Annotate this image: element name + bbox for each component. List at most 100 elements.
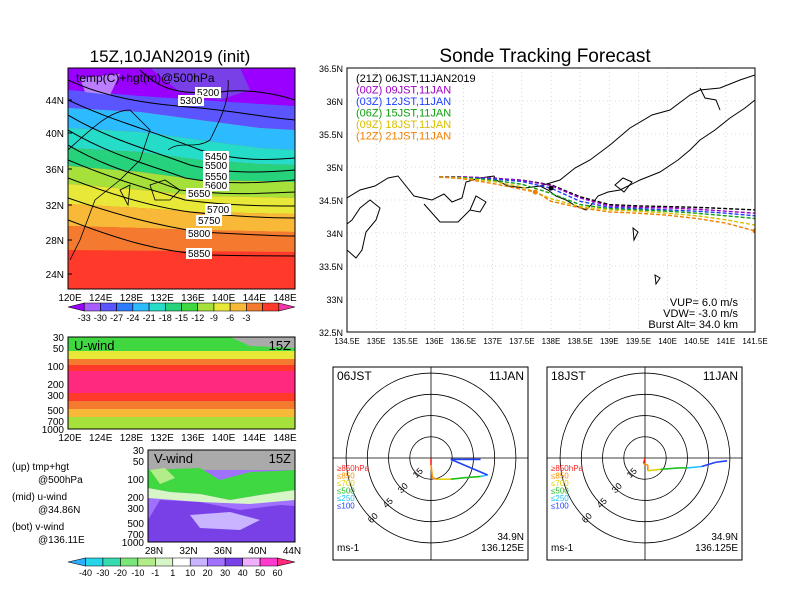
hodograph-level-key: ≥850hPa xyxy=(551,464,584,473)
map-x-tick-label: 148E xyxy=(273,293,297,304)
vwind-y-tick-label: 50 xyxy=(133,457,145,468)
track-x-tick-label: 139.5E xyxy=(626,337,651,346)
track-x-tick-label: 138E xyxy=(542,337,561,346)
uwind-y-tick-label: 300 xyxy=(47,391,64,402)
colorbar-label: -40 xyxy=(79,568,92,578)
map-y-tick-label: 24N xyxy=(46,270,64,281)
panel-legend-line: @34.86N xyxy=(38,505,80,516)
coastline-outline xyxy=(68,79,229,261)
hodograph-segment xyxy=(715,460,728,464)
hodograph-lon: 136.125E xyxy=(695,543,738,554)
vwind-y-tick-label: 200 xyxy=(127,493,144,504)
colorbar-label: 20 xyxy=(203,568,213,578)
hodograph-unit: ms-1 xyxy=(551,543,574,554)
colorbar-swatch xyxy=(189,557,208,567)
hodograph-level-key: ≤250 xyxy=(551,494,569,503)
colorbar-label: -20 xyxy=(114,568,127,578)
track-x-tick-label: 141.5E xyxy=(742,337,767,346)
colorbar-swatch xyxy=(85,557,104,567)
colorbar-swatch xyxy=(164,302,182,312)
colorbar-swatch xyxy=(116,302,134,312)
launch-legend-entry: (09Z) 18JST,11JAN xyxy=(356,119,451,131)
track-x-tick-label: 135.5E xyxy=(393,337,418,346)
height-contour-label: 5650 xyxy=(188,189,211,200)
track-title: Sonde Tracking Forecast xyxy=(439,46,651,67)
colorbar-swatch xyxy=(137,557,156,567)
height-contour-label: 5700 xyxy=(207,205,230,216)
panel-legend-line: (bot) v-wind xyxy=(12,522,64,533)
height-contour-label: 5600 xyxy=(205,181,228,192)
launch-legend-entry: (21Z) 06JST,11JAN2019 xyxy=(356,73,476,85)
vwind-field xyxy=(148,450,295,542)
hodograph-segment xyxy=(660,467,680,471)
launch-parameter: VUP= 6.0 m/s xyxy=(670,297,739,309)
temperature-colorbar: -33 -30 -27 -24 -21 -18 -15 -12 -9 -6 -3 xyxy=(67,302,296,323)
panel-legend-line: (up) tmp+hgt xyxy=(12,462,69,473)
hodograph-segment xyxy=(450,458,488,476)
hodograph-level-key: ≤500 xyxy=(337,487,355,496)
launch-legend-entry: (00Z) 09JST,11JAN xyxy=(356,85,451,97)
height-contour-label: 5850 xyxy=(188,249,211,260)
colorbar-label: -21 xyxy=(143,313,156,323)
colorbar-label: -3 xyxy=(242,313,250,323)
vwind-y-tick-label: 30 xyxy=(133,446,145,457)
hodograph-segment xyxy=(450,477,464,481)
colorbar-label: 30 xyxy=(220,568,230,578)
uwind-label: U-wind xyxy=(74,338,114,353)
track-x-tick-label: 138.5E xyxy=(567,337,592,346)
contour-label-bg xyxy=(203,160,229,171)
colorbar-label: -6 xyxy=(226,313,234,323)
hodograph-ring-label: 30 xyxy=(396,481,410,495)
contour-label-bg xyxy=(205,204,231,215)
colorbar-swatch xyxy=(224,557,243,567)
colorbar-swatch xyxy=(277,557,296,567)
uwind-y-tick-label: 100 xyxy=(47,362,64,373)
colorbar-label: -18 xyxy=(159,313,172,323)
hodograph-time: 06JST xyxy=(337,369,372,383)
vwind-y-tick-label: 500 xyxy=(127,519,144,530)
map-x-tick-label: 144E xyxy=(243,293,267,304)
contour-label-bg xyxy=(186,248,212,259)
map-x-tick-label: 140E xyxy=(212,293,236,304)
init-title: 15Z,10JAN2019 (init) xyxy=(90,47,251,66)
track-y-tick-label: 35.5N xyxy=(319,130,343,140)
hodograph-lat: 34.9N xyxy=(711,532,738,543)
height-contour-label: 5800 xyxy=(188,229,211,240)
track-x-tick-label: 140.5E xyxy=(684,337,709,346)
hodograph-segment xyxy=(687,465,702,469)
colorbar-swatch xyxy=(120,557,139,567)
contour-label-bg xyxy=(186,188,212,199)
hodograph-segment xyxy=(642,457,646,464)
hodograph-level-key: ≤250 xyxy=(337,494,355,503)
uwind-y-tick-label: 500 xyxy=(47,406,64,417)
uwind-x-tick-label: 136E xyxy=(181,433,205,444)
landing-point xyxy=(532,189,538,195)
colorbar-label: 50 xyxy=(255,568,265,578)
contour-label-bg xyxy=(186,228,212,239)
panel-legend-line: @500hPa xyxy=(38,475,83,486)
hodograph-date: 11JAN xyxy=(703,369,738,383)
colorbar-label: 10 xyxy=(185,568,195,578)
track-x-tick-label: 136.5E xyxy=(451,337,476,346)
map-x-tick-label: 132E xyxy=(150,293,174,304)
colorbar-label: -33 xyxy=(78,313,91,323)
colorbar-swatch xyxy=(207,557,226,567)
uwind-x-tick-label: 148E xyxy=(273,433,297,444)
uwind-frame xyxy=(67,336,296,430)
uwind-x-tick-label: 140E xyxy=(212,433,236,444)
hodograph-ring-label: 45 xyxy=(595,496,609,510)
map-y-tick-label: 40N xyxy=(46,129,64,140)
track-y-tick-label: 33.5N xyxy=(319,262,343,272)
track-y-tick-label: 36.5N xyxy=(319,64,343,74)
panel-legend-line: @136.11E xyxy=(38,535,85,546)
uwind-x-tick-label: 124E xyxy=(89,433,113,444)
hodograph-panel: 06JST 11JAN34.9N136.125Ems-115304560≥850h… xyxy=(332,366,529,561)
colorbar-swatch xyxy=(262,302,280,312)
hodograph-level-key: ≥850hPa xyxy=(337,464,370,473)
hodograph-frame xyxy=(332,366,529,561)
colorbar-swatch xyxy=(197,302,215,312)
temp-map-frame xyxy=(67,67,296,290)
colorbar-label: -1 xyxy=(151,568,159,578)
map-x-tick-label: 128E xyxy=(120,293,144,304)
